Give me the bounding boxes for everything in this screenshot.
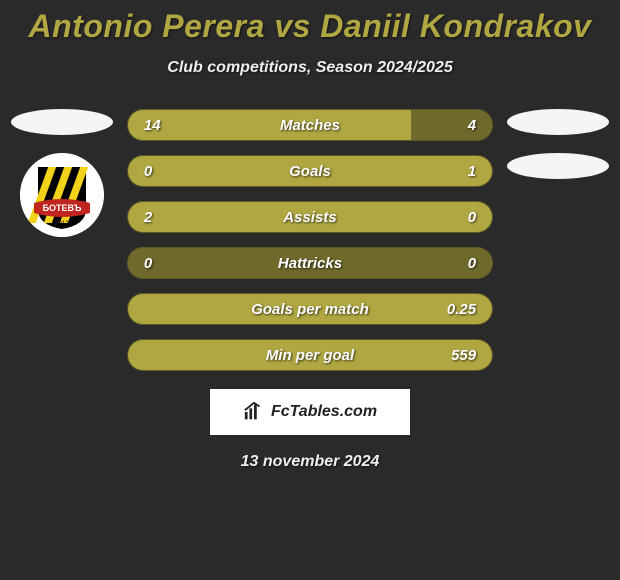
stat-metric-label: Goals xyxy=(128,163,492,180)
club-badge-left: БОТЕВЪ 1912 xyxy=(20,153,104,237)
subtitle: Club competitions, Season 2024/2025 xyxy=(0,59,620,77)
crest-year: 1912 xyxy=(56,221,70,227)
brand-text: FcTables.com xyxy=(271,403,377,421)
page-title: Antonio Perera vs Daniil Kondrakov xyxy=(0,8,620,45)
date-line: 13 november 2024 xyxy=(0,453,620,471)
stat-metric-label: Matches xyxy=(128,117,492,134)
stat-label-row: 14Matches4 xyxy=(128,110,492,140)
stats-bars: 14Matches4 0Goals1 2Assists0 0Hattricks0 Goa… xyxy=(127,109,493,371)
comparison-card: Antonio Perera vs Daniil Kondrakov Club … xyxy=(0,0,620,471)
right-column xyxy=(503,109,612,179)
stat-label-row: 2Assists0 xyxy=(128,202,492,232)
left-column: БОТЕВЪ 1912 xyxy=(8,109,117,237)
player-placeholder-right-1 xyxy=(507,109,609,135)
stat-label-row: Goals per match0.25 xyxy=(128,294,492,324)
crest-label: БОТЕВЪ xyxy=(43,203,82,213)
stat-metric-label: Assists xyxy=(128,209,492,226)
stat-metric-label: Hattricks xyxy=(128,255,492,272)
stat-label-row: Min per goal559 xyxy=(128,340,492,370)
stat-metric-label: Min per goal xyxy=(128,347,492,364)
stat-bar-min-per-goal: Min per goal559 xyxy=(127,339,493,371)
player-placeholder-right-2 xyxy=(507,153,609,179)
stat-bar-goals: 0Goals1 xyxy=(127,155,493,187)
stat-bar-assists: 2Assists0 xyxy=(127,201,493,233)
main-row: БОТЕВЪ 1912 14Matches4 0Goals1 2Assists0 0H… xyxy=(0,109,620,371)
chart-icon xyxy=(243,401,265,423)
stat-label-row: 0Hattricks0 xyxy=(128,248,492,278)
player-placeholder-left xyxy=(11,109,113,135)
stat-label-row: 0Goals1 xyxy=(128,156,492,186)
botev-crest-icon: БОТЕВЪ 1912 xyxy=(20,153,104,237)
stat-bar-matches: 14Matches4 xyxy=(127,109,493,141)
stat-bar-goals-per-match: Goals per match0.25 xyxy=(127,293,493,325)
stat-bar-hattricks: 0Hattricks0 xyxy=(127,247,493,279)
stat-metric-label: Goals per match xyxy=(128,301,492,318)
brand-box[interactable]: FcTables.com xyxy=(210,389,410,435)
